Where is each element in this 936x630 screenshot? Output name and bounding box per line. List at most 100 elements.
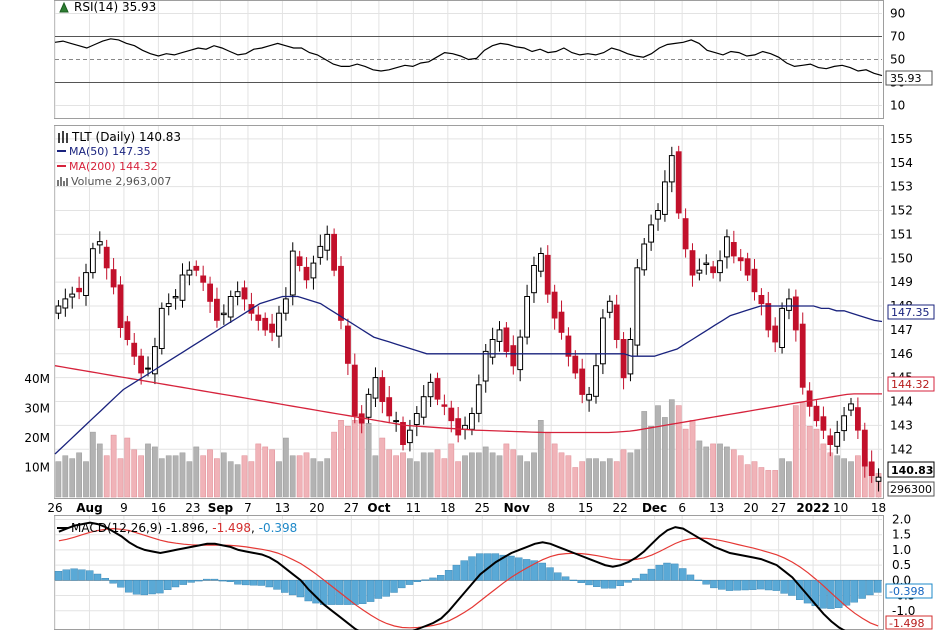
rsi-tick-label: 10 (890, 99, 905, 113)
macd-hist-bar (663, 562, 671, 581)
volume-bar (469, 452, 475, 498)
macd-hist-bar (421, 579, 429, 581)
volume-bar (710, 443, 716, 498)
candle-body (827, 435, 834, 445)
candle-body (83, 272, 89, 297)
x-tick-label: Sep (208, 501, 234, 515)
candle-body (172, 296, 179, 299)
candle-body (179, 274, 186, 301)
macd-hist-bar (655, 564, 663, 581)
macd-hist-bar (210, 578, 219, 581)
candle-body (296, 256, 303, 266)
volume-tick-label: 30M (24, 402, 50, 416)
macd-hist-bar (577, 580, 585, 583)
volume-bar (765, 470, 772, 498)
macd-hist-bar (265, 580, 273, 588)
volume-bar (689, 420, 696, 498)
candle-body (441, 404, 448, 407)
candle-body (696, 269, 703, 274)
macd-hist-bar (515, 557, 523, 581)
volume-legend-icon (57, 177, 68, 186)
candle-body (200, 275, 207, 283)
macd-hist-bar (366, 580, 375, 602)
candle-body (90, 248, 96, 274)
price-group (54, 145, 883, 492)
volume-bar (627, 452, 634, 498)
volume-bar (792, 405, 799, 498)
macd-hist-bar (117, 580, 125, 588)
volume-bar (455, 461, 461, 498)
candle-body (799, 323, 806, 388)
macd-hist-bar (374, 580, 383, 599)
volume-bar (186, 461, 193, 498)
candle-body (655, 210, 661, 220)
macd-signal-last-value: -1.498 (889, 617, 924, 630)
rsi-tick-label: 70 (890, 30, 905, 44)
volume-bar (400, 452, 406, 498)
rsi-line (54, 38, 883, 77)
ma200-last-box (887, 376, 935, 392)
macd-hist-bar (70, 568, 78, 581)
volume-bar (193, 446, 200, 498)
macd-hist-bar (101, 578, 110, 581)
volume-bar (537, 420, 544, 498)
price-tick-label: 142 (890, 442, 913, 456)
volume-bar (296, 455, 303, 498)
x-tick-label: 13 (709, 501, 724, 515)
candle-body (758, 295, 765, 305)
candle-body (786, 298, 792, 311)
macd-hist-bar (382, 580, 390, 597)
candle-body (351, 364, 358, 417)
candle-body (124, 321, 131, 340)
candle-body (606, 300, 613, 313)
macd-hist-bar (312, 580, 320, 604)
volume-bar (262, 446, 269, 498)
volume-bar (531, 452, 537, 498)
macd-hist-bar (273, 580, 281, 590)
candle-body (462, 424, 468, 430)
macd-hist-bar (241, 580, 250, 586)
macd-hist-bar (585, 580, 593, 586)
macd-hist-bar (195, 580, 203, 582)
price-legend-title: TLT (Daily) 140.83 (71, 130, 181, 144)
candle-body (62, 298, 69, 309)
candle-body (214, 298, 220, 321)
candle-body (193, 265, 200, 271)
volume-bar (386, 449, 393, 498)
rsi-tick-label: 90 (890, 7, 905, 21)
macd-hist-bar (561, 576, 570, 581)
volume-bar (730, 449, 737, 498)
volume-bar (675, 405, 682, 498)
volume-bar (76, 452, 82, 498)
macd-legend-macd: -1.896 (166, 521, 205, 535)
macd-hist-bar (593, 580, 601, 587)
volume-bar (703, 446, 710, 498)
candle-body (648, 224, 655, 243)
volume-bar (565, 455, 572, 498)
price-tick-label: 143 (890, 418, 913, 432)
candle-body (558, 311, 565, 333)
candle-body (372, 377, 379, 399)
volume-bar (724, 446, 730, 498)
volume-bar (103, 455, 110, 498)
macd-legend-name: MACD(12,26,9) (71, 521, 166, 535)
ma50-legend-text: MA(50) 147.35 (69, 145, 151, 158)
volume-tick-label: 10M (24, 461, 50, 475)
macd-signal-last-box (885, 615, 933, 630)
candle-body (779, 307, 786, 348)
volume-bar (407, 458, 413, 498)
macd-hist-bar (62, 569, 70, 581)
volume-bar (744, 464, 751, 498)
candle-body (524, 296, 531, 338)
volume-bar (462, 455, 468, 498)
volume-bar (55, 461, 62, 498)
price-tick-label: 149 (890, 275, 913, 289)
volume-bar (813, 428, 820, 498)
macd-signal-last-tag: -1.498 (885, 615, 933, 630)
volume-bar (489, 452, 496, 498)
volume-bar (255, 443, 262, 498)
candle-body (572, 355, 579, 374)
volume-bar (799, 402, 806, 498)
macd-hist-bar (140, 580, 149, 596)
volume-bar (110, 434, 117, 498)
